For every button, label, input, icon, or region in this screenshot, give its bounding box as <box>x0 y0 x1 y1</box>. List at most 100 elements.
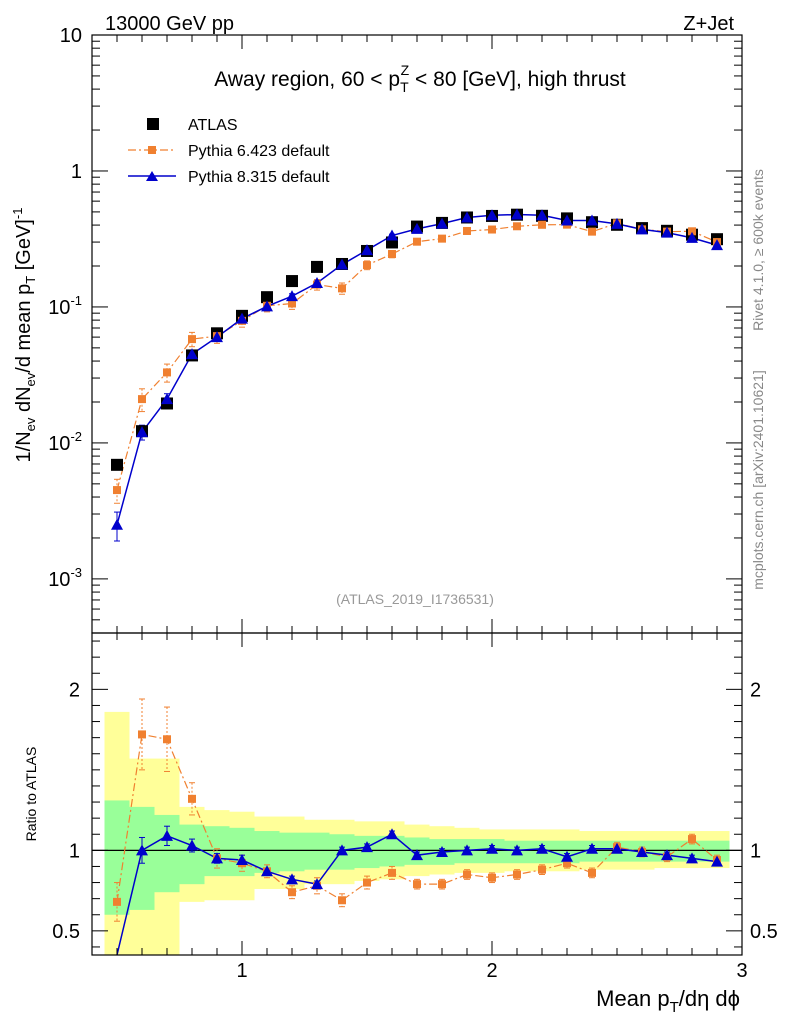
ratio-py6-point <box>588 868 596 877</box>
legend-py8-marker <box>146 171 158 181</box>
py6-point <box>463 226 471 235</box>
py6-point <box>188 335 196 344</box>
py8-point <box>461 211 473 223</box>
ratio-py8-point <box>386 828 398 840</box>
ratio-band-inner <box>379 835 405 867</box>
ratio-py6-point <box>413 880 421 889</box>
ratio-axes: 0.5 0.5 1 1 2 2 1 2 3 <box>52 633 778 982</box>
py8-point <box>486 209 498 221</box>
py8-point <box>536 209 548 221</box>
ratio-y-tick-label-right: 0.5 <box>750 921 778 943</box>
py8-point <box>336 258 348 270</box>
ratio-y-axis-label: Ratio to ATLAS <box>23 747 39 842</box>
ratio-py6-point <box>438 880 446 889</box>
ratio-py8-point <box>686 852 698 864</box>
atlas-point <box>286 275 298 288</box>
ratio-band-inner <box>304 832 330 870</box>
x-axis-label: Mean pT/dη dϕ <box>596 986 740 1016</box>
atlas-point <box>261 291 273 304</box>
legend-py6-label: Pythia 6.423 default <box>188 143 330 160</box>
ratio-frame <box>91 632 743 956</box>
rivet-note: Rivet 4.1.0, ≥ 600k events <box>750 169 766 331</box>
py6-point <box>163 368 171 377</box>
py6-point <box>338 284 346 293</box>
ratio-band-inner <box>704 840 730 862</box>
ratio-band-inner <box>204 826 230 877</box>
py8-point <box>686 231 698 243</box>
py6-point <box>513 222 521 231</box>
ratio-x-tick-label: 2 <box>486 960 497 982</box>
ratio-py8-point <box>461 844 473 856</box>
ratio-py8-point <box>486 842 498 854</box>
main-y-tick-label: 1 <box>71 161 82 183</box>
ratio-series-group <box>92 698 742 956</box>
ratio-py8-point <box>561 850 573 862</box>
legend-py8-label: Pythia 8.315 default <box>188 169 330 186</box>
ratio-py8-point <box>536 842 548 854</box>
py8-point <box>161 393 173 405</box>
ratio-py8-point <box>411 849 423 861</box>
py8-point <box>586 214 598 226</box>
analysis-id: (ATLAS_2019_I1736531) <box>336 591 494 607</box>
main-y-tick-label: 10 <box>60 25 82 47</box>
ratio-py6-point <box>113 897 121 906</box>
ratio-py6-point <box>288 888 296 897</box>
ratio-py6-point <box>688 835 696 844</box>
main-y-axis-label: 1/Nev dNev/d mean pT [GeV]-1 <box>10 208 38 463</box>
ratio-y-tick-label: 2 <box>69 679 80 701</box>
py6-point <box>413 237 421 246</box>
ratio-py8-point <box>236 854 248 866</box>
legend-py6-marker <box>148 146 156 154</box>
py8-point <box>236 312 248 324</box>
legend-atlas-label: ATLAS <box>188 117 238 134</box>
ratio-py6-point <box>513 870 521 879</box>
ratio-py8-point <box>186 839 198 851</box>
ratio-y-tick-label-right: 1 <box>750 840 761 862</box>
ratio-py8-point <box>711 855 723 867</box>
py6-point <box>113 486 121 495</box>
ratio-py6-point <box>363 878 371 887</box>
energy-label: 13000 GeV pp <box>105 13 234 35</box>
ratio-py8-point <box>361 841 373 853</box>
main-series-group <box>111 208 723 542</box>
py8-point <box>311 277 323 289</box>
py8-line <box>116 213 718 525</box>
ratio-band-inner <box>104 800 130 915</box>
ratio-py8-point <box>311 878 323 890</box>
ratio-py6-point <box>188 794 196 803</box>
ratio-py6-point <box>463 870 471 879</box>
atlas-point <box>111 458 123 471</box>
py6-point <box>588 227 596 236</box>
py8-point <box>661 226 673 238</box>
ratio-py8-point <box>336 844 348 856</box>
main-axes: 10 1 10-1 10-2 10-3 <box>48 25 742 634</box>
py8-point <box>186 348 198 360</box>
py8-point <box>211 331 223 343</box>
py8-point <box>636 223 648 235</box>
atlas-point <box>311 260 323 273</box>
ratio-py6-point <box>488 873 496 882</box>
ratio-y-tick-label-right: 2 <box>750 679 761 701</box>
ratio-py6-point <box>563 859 571 868</box>
py8-point <box>511 208 523 220</box>
ratio-py8-point <box>611 842 623 854</box>
py8-point <box>711 239 723 251</box>
ratio-py8-point <box>286 873 298 885</box>
ratio-py8-point <box>261 865 273 877</box>
ratio-x-tick-label: 3 <box>736 960 747 982</box>
ratio-py8-point <box>636 845 648 857</box>
py6-point <box>688 227 696 236</box>
py6-point <box>388 250 396 259</box>
py6-point <box>438 234 446 243</box>
main-y-tick-label: 10-1 <box>48 293 82 319</box>
ratio-y-tick-label: 0.5 <box>52 921 80 943</box>
py6-point <box>488 225 496 234</box>
ratio-py8-point <box>211 852 223 864</box>
ratio-py6-point <box>163 735 171 744</box>
ratio-bands <box>104 711 730 955</box>
py8-point <box>136 426 148 438</box>
ratio-py6-point <box>138 730 146 739</box>
ratio-x-tick-label: 1 <box>236 960 247 982</box>
py8-point <box>436 217 448 229</box>
